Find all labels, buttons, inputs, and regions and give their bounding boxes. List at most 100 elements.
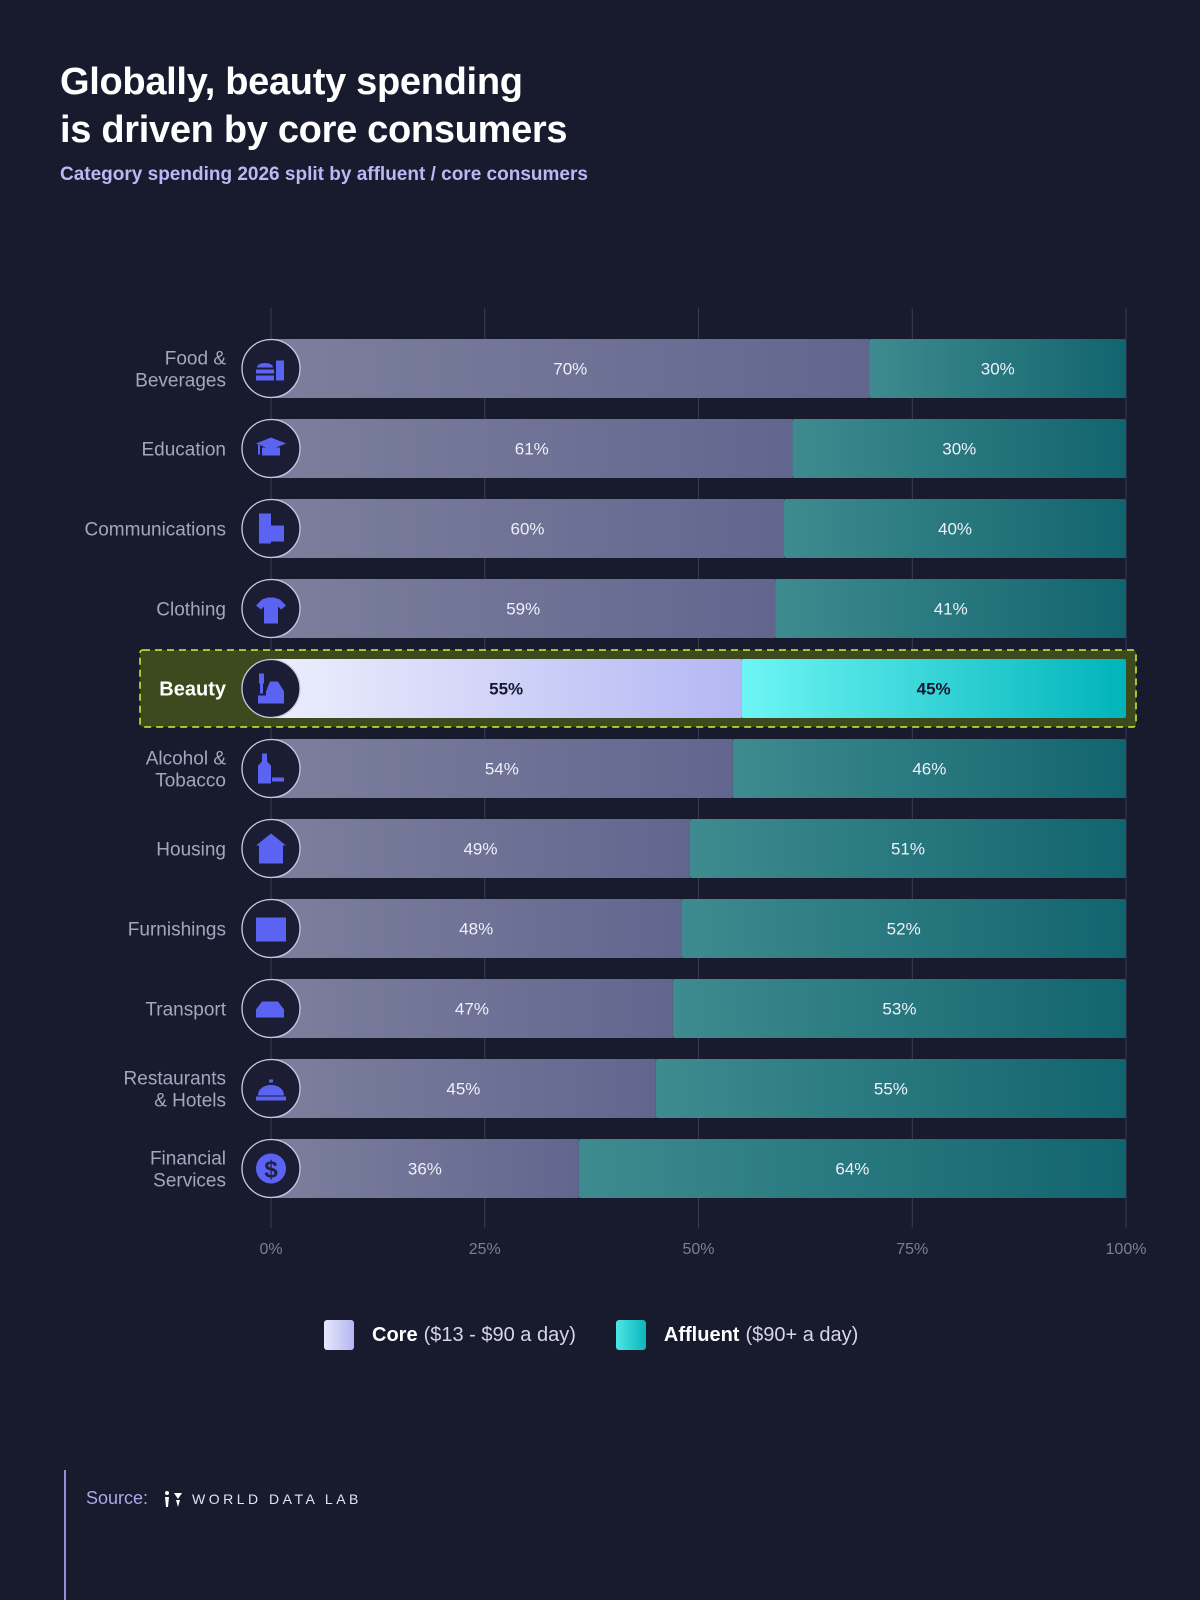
- house-icon: [256, 833, 286, 864]
- bar-affluent: [578, 1139, 1126, 1198]
- data-label-core: 36%: [408, 1160, 442, 1179]
- bar-row: 61% 30% Education: [141, 418, 1126, 479]
- bar-affluent: [869, 339, 1126, 398]
- bar-affluent: [792, 419, 1126, 478]
- category-label: Beauty: [159, 679, 227, 701]
- dollar-icon: [256, 1153, 287, 1184]
- legend-label-affluent: Affluent: [663, 1323, 740, 1346]
- bar-row: 45% 55% Restaurants& Hotels: [124, 1058, 1126, 1119]
- drawers-icon: [256, 917, 286, 942]
- source-label: Source:: [86, 1488, 149, 1508]
- category-label: Education: [141, 440, 226, 461]
- bar-core: [271, 579, 776, 638]
- bar-affluent: [775, 579, 1126, 638]
- bar-core: [271, 659, 742, 718]
- x-tick-label: 50%: [682, 1241, 714, 1258]
- data-label-affluent: 64%: [835, 1160, 869, 1179]
- bar-core: [271, 739, 733, 798]
- category-label: Alcohol &: [146, 749, 227, 770]
- dollar-glyph: $: [264, 1157, 278, 1184]
- category-label: Services: [153, 1171, 226, 1192]
- bar-affluent: [681, 899, 1126, 958]
- legend-swatch-core: [324, 1320, 354, 1350]
- data-label-core: 47%: [455, 1000, 489, 1019]
- burger-drink-icon: [256, 354, 284, 381]
- chart-title: Globally, beauty spending is driven by c…: [60, 58, 568, 154]
- data-label-affluent: 51%: [891, 840, 925, 859]
- category-label: Restaurants: [124, 1069, 226, 1090]
- data-label-affluent: 53%: [882, 1000, 916, 1019]
- data-label-core: 49%: [463, 840, 497, 859]
- bar-core: [271, 899, 682, 958]
- legend-detail-core: ($13 - $90 a day): [423, 1323, 576, 1346]
- category-label: Transport: [145, 1000, 226, 1021]
- bar-row: 70% 30% Food &Beverages: [135, 338, 1126, 399]
- x-tick-label: 25%: [469, 1241, 501, 1258]
- bar-row: 48% 52% Furnishings: [128, 898, 1126, 959]
- data-label-core: 54%: [485, 760, 519, 779]
- title-line-2: is driven by core consumers: [60, 109, 568, 151]
- bar-row: 47% 53% Transport: [145, 978, 1126, 1039]
- cloche-icon: [256, 1079, 286, 1101]
- bar-row: 49% 51% Housing: [156, 818, 1126, 879]
- bar-affluent: [784, 499, 1126, 558]
- bar-affluent: [655, 1059, 1126, 1118]
- bar-core: [271, 419, 793, 478]
- data-label-core: 61%: [515, 440, 549, 459]
- bar-row: 55% 45% Beauty: [139, 649, 1137, 728]
- category-label: Furnishings: [128, 920, 226, 941]
- data-label-core: 70%: [553, 360, 587, 379]
- stacked-bar-chart: 70% 30% Food &Beverages 61% 30% Education 60% 4…: [85, 308, 1147, 1258]
- legend-detail-affluent: ($90+ a day): [745, 1323, 859, 1346]
- data-label-core: 48%: [459, 920, 493, 939]
- chart-subtitle: Category spending 2026 split by affluent…: [60, 164, 588, 185]
- x-tick-label: 75%: [896, 1241, 928, 1258]
- bar-row: 54% 46% Alcohol &Tobacco: [146, 738, 1126, 799]
- bottle-icon: [258, 753, 284, 784]
- bar-affluent: [672, 979, 1126, 1038]
- data-label-affluent: 40%: [938, 520, 972, 539]
- category-label: Housing: [156, 840, 226, 861]
- category-label: Communications: [85, 520, 227, 541]
- data-label-affluent: 30%: [981, 360, 1015, 379]
- data-label-core: 55%: [489, 680, 523, 699]
- bar-core: [271, 979, 673, 1038]
- category-label: Tobacco: [155, 771, 226, 792]
- x-tick-label: 100%: [1106, 1241, 1147, 1258]
- bar-core: [271, 819, 690, 878]
- bar-core: [271, 339, 870, 398]
- category-label: & Hotels: [154, 1091, 226, 1112]
- graduation-cap-icon: [256, 437, 286, 456]
- tshirt-icon: [256, 593, 286, 624]
- phone-mail-icon: [259, 513, 284, 544]
- data-label-affluent: 45%: [917, 680, 951, 699]
- beauty-products-icon: [258, 673, 284, 704]
- data-label-core: 59%: [506, 600, 540, 619]
- bar-affluent: [741, 659, 1126, 718]
- data-label-affluent: 52%: [887, 920, 921, 939]
- source-org: WORLD DATA LAB: [192, 1490, 362, 1507]
- category-label: Food &: [165, 349, 227, 370]
- car-icon: [256, 1001, 284, 1018]
- bar-row: 60% 40% Communications: [85, 498, 1126, 559]
- category-label: Beverages: [135, 371, 226, 392]
- bar-core: [271, 499, 784, 558]
- data-label-core: 45%: [446, 1080, 480, 1099]
- data-label-affluent: 41%: [934, 600, 968, 619]
- bar-row: 59% 41% Clothing: [156, 578, 1126, 639]
- category-label: Clothing: [156, 600, 226, 621]
- x-tick-label: 0%: [259, 1241, 282, 1258]
- data-label-affluent: 55%: [874, 1080, 908, 1099]
- legend-label-core: Core: [372, 1323, 418, 1346]
- bar-core: [271, 1139, 579, 1198]
- data-label-affluent: 30%: [942, 440, 976, 459]
- icon-circle: [241, 338, 301, 399]
- bar-affluent: [689, 819, 1126, 878]
- legend-swatch-affluent: [615, 1320, 646, 1350]
- title-line-1: Globally, beauty spending: [60, 61, 523, 103]
- data-label-core: 60%: [510, 520, 544, 539]
- data-label-affluent: 46%: [912, 760, 946, 779]
- source: Source: WORLD DATA LAB: [64, 1470, 358, 1600]
- category-label: Financial: [150, 1149, 226, 1170]
- bar-affluent: [732, 739, 1126, 798]
